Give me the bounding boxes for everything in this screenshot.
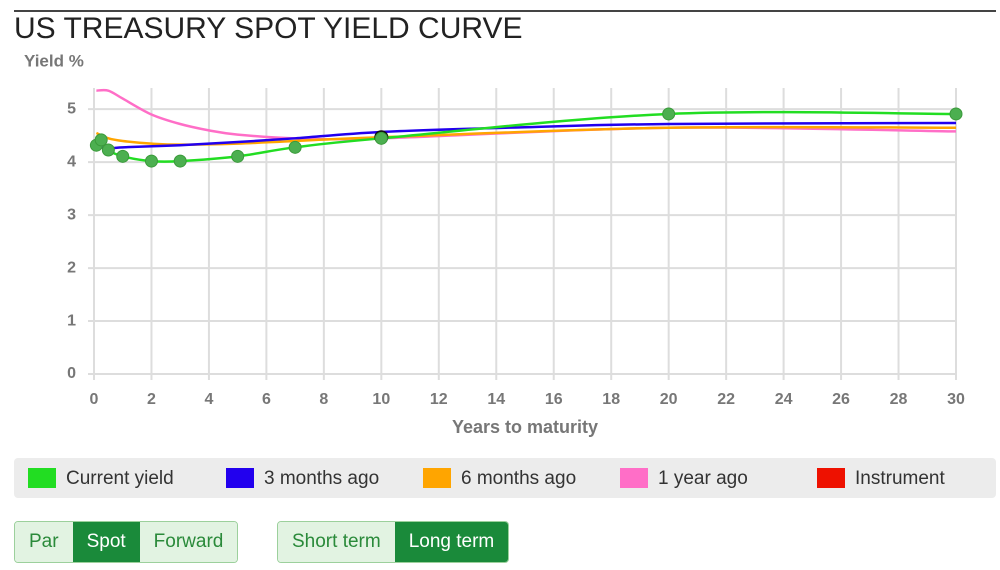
x-tick-label: 14 (487, 391, 505, 408)
data-point (101, 143, 115, 157)
legend-swatch (620, 468, 648, 488)
x-tick-label: 8 (319, 391, 328, 408)
x-tick-label: 20 (660, 391, 678, 408)
legend-swatch (226, 468, 254, 488)
x-tick-label: 22 (717, 391, 735, 408)
toggle-button[interactable]: Spot (72, 522, 140, 562)
data-point (94, 133, 108, 147)
data-point (231, 149, 245, 163)
x-tick-label: 12 (430, 391, 448, 408)
data-point (144, 154, 158, 168)
legend-label: Current yield (66, 468, 174, 489)
legend-label: 6 months ago (461, 468, 576, 489)
series-line (96, 121, 957, 150)
data-point (662, 107, 676, 121)
y-tick-label: 0 (67, 365, 76, 382)
x-tick-label: 4 (204, 391, 213, 408)
x-tick-label: 2 (147, 391, 156, 408)
chart: US TREASURY SPOT YIELD CURVE Yield % Yea… (14, 10, 996, 498)
series-line (95, 110, 957, 163)
x-tick-label: 26 (832, 391, 850, 408)
y-axis-label: Yield % (24, 51, 84, 70)
x-axis-label: Years to maturity (452, 417, 598, 437)
y-tick-label: 4 (67, 153, 76, 170)
toggle-button[interactable]: Long term (394, 522, 509, 562)
legend-swatch (817, 468, 845, 488)
y-tick-label: 5 (67, 100, 76, 117)
data-point (374, 131, 388, 145)
x-tick-label: 16 (545, 391, 563, 408)
button-group: Short term Long term (277, 521, 510, 563)
legend-label: Instrument (855, 468, 945, 489)
legend-label: 3 months ago (264, 468, 379, 489)
x-tick-label: 24 (775, 391, 793, 408)
data-point (288, 140, 302, 154)
x-tick-label: 30 (947, 391, 965, 408)
y-tick-label: 2 (67, 259, 76, 276)
x-tick-label: 0 (90, 391, 99, 408)
data-point (173, 154, 187, 168)
toggle-button[interactable]: Forward (139, 522, 238, 562)
button-group: Par Spot Forward (14, 521, 239, 563)
data-point (116, 149, 130, 163)
x-tick-label: 10 (372, 391, 390, 408)
y-tick-label: 1 (67, 312, 76, 329)
x-tick-label: 6 (262, 391, 271, 408)
x-tick-label: 28 (890, 391, 908, 408)
chart-title: US TREASURY SPOT YIELD CURVE (14, 12, 523, 45)
legend-box (14, 458, 996, 498)
legend-label: 1 year ago (658, 468, 748, 489)
data-point (949, 107, 963, 121)
x-tick-label: 18 (602, 391, 620, 408)
series-line (95, 125, 957, 146)
toggle-button[interactable]: Short term (278, 522, 395, 562)
y-tick-label: 3 (67, 206, 76, 223)
toggle-button[interactable]: Par (15, 522, 73, 562)
legend-swatch (423, 468, 451, 488)
legend-swatch (28, 468, 56, 488)
